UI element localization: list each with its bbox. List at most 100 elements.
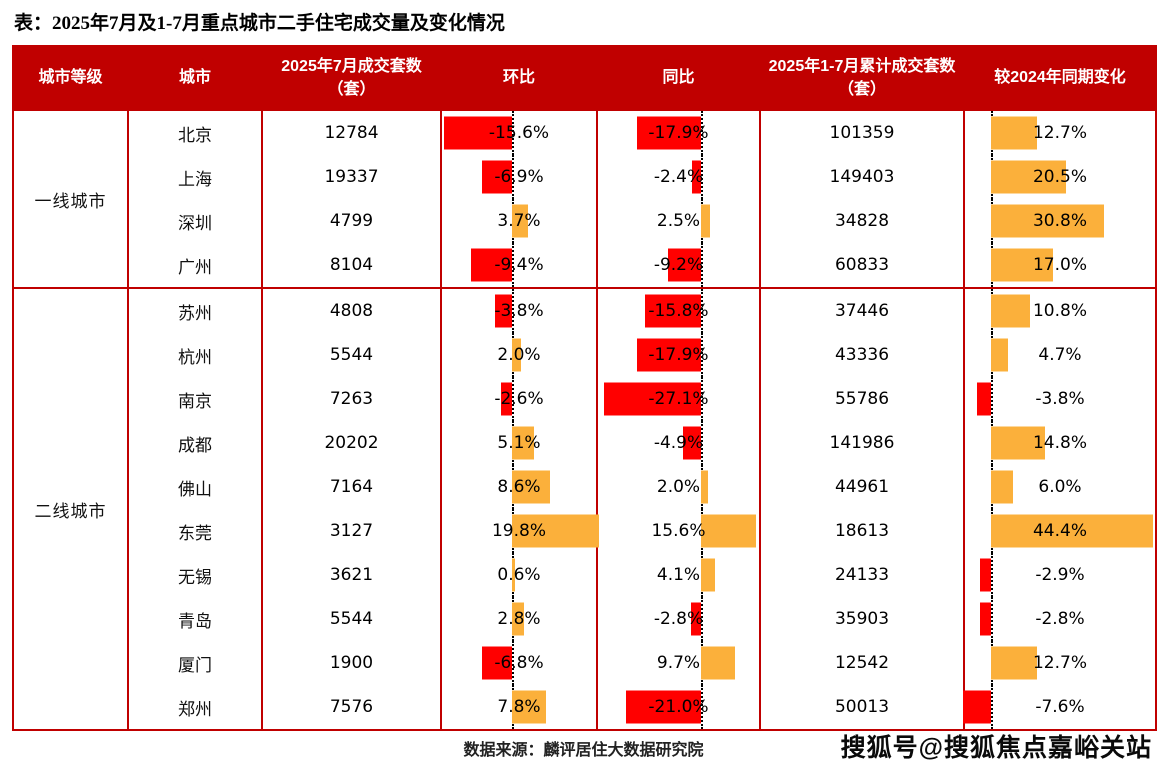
zero-axis-line bbox=[700, 111, 703, 155]
city-cell: 佛山 bbox=[127, 465, 262, 509]
cumulative-units-cell: 55786 bbox=[759, 377, 964, 421]
cumulative-units-cell: 34828 bbox=[759, 199, 964, 243]
mom-value-label: 2.0% bbox=[497, 345, 541, 365]
mom-bar bbox=[512, 558, 515, 592]
yoy-bar-cell: 15.6% bbox=[596, 509, 760, 553]
city-cell: 厦门 bbox=[127, 641, 262, 685]
mom-bar-cell: -9.4% bbox=[440, 243, 597, 288]
header-row: 城市等级 城市 2025年7月成交套数（套） 环比 同比 2025年1-7月累计… bbox=[12, 46, 1156, 111]
vs2024-bar bbox=[990, 204, 1104, 238]
table-row: 二线城市 苏州 4808 -3.8% -15.8% 37446 10.8% bbox=[12, 287, 1156, 730]
yoy-value-label: 4.1% bbox=[656, 565, 701, 585]
vs2024-value-label: 6.0% bbox=[1038, 477, 1082, 497]
cumulative-units-cell: 12542 bbox=[759, 641, 964, 685]
vs2024-value-label: -2.9% bbox=[1035, 565, 1085, 585]
july-units-cell: 20202 bbox=[261, 421, 441, 465]
vs2024-bar bbox=[990, 294, 1031, 328]
vs2024-value-label: 44.4% bbox=[1032, 521, 1087, 541]
yoy-bar-cell: 4.1% bbox=[596, 553, 760, 597]
vs2024-value-label: 14.8% bbox=[1032, 433, 1087, 453]
yoy-value-label: 9.7% bbox=[656, 653, 701, 673]
mom-value-label: 3.7% bbox=[497, 211, 541, 231]
table-row: 厦门 1900 -6.8% 9.7% 12542 12.7% bbox=[13, 641, 1156, 685]
yoy-value-label: -17.9% bbox=[648, 345, 709, 365]
yoy-value-label: -17.9% bbox=[648, 123, 709, 143]
mom-bar-cell: -6.9% bbox=[440, 155, 597, 199]
cumulative-units-cell: 141986 bbox=[759, 421, 964, 465]
yoy-bar-cell: 2.5% bbox=[596, 199, 760, 243]
july-units-cell: 1900 bbox=[261, 641, 441, 685]
table-row: 南京 7263 -2.6% -27.1% 55786 -3.8% bbox=[13, 377, 1156, 421]
vs2024-bar bbox=[990, 248, 1053, 282]
vs2024-bar-cell: 6.0% bbox=[963, 465, 1156, 509]
yoy-bar-cell: -15.8% bbox=[596, 287, 760, 333]
yoy-value-label: -15.8% bbox=[648, 301, 709, 321]
vs2024-bar bbox=[980, 558, 991, 592]
yoy-bar bbox=[625, 690, 701, 724]
yoy-value-label: 2.0% bbox=[656, 477, 701, 497]
vs2024-value-label: 4.7% bbox=[1038, 345, 1082, 365]
city-cell: 北京 bbox=[127, 109, 262, 155]
vs2024-bar bbox=[976, 382, 991, 416]
yoy-bar bbox=[692, 160, 701, 194]
vs2024-bar-cell: -7.6% bbox=[962, 685, 1156, 730]
yoy-bar bbox=[700, 470, 708, 504]
city-tier-cell: 二线城市 bbox=[12, 287, 128, 730]
mom-value-label: -15.6% bbox=[488, 123, 550, 143]
yoy-bar-cell: 2.0% bbox=[596, 465, 760, 509]
vs2024-value-label: 30.8% bbox=[1032, 211, 1087, 231]
mom-bar-cell: -2.6% bbox=[440, 377, 597, 421]
july-units-cell: 7576 bbox=[261, 685, 441, 730]
vs2024-bar-cell: 17.0% bbox=[963, 243, 1156, 288]
cumulative-units-cell: 44961 bbox=[759, 465, 964, 509]
vs2024-bar-cell: 20.5% bbox=[963, 155, 1156, 199]
yoy-bar bbox=[700, 558, 716, 592]
yoy-bar-cell: -4.9% bbox=[596, 421, 760, 465]
yoy-value-label: 15.6% bbox=[651, 521, 706, 541]
cumulative-units-cell: 60833 bbox=[759, 243, 964, 288]
vs2024-bar-cell: -3.8% bbox=[963, 377, 1156, 421]
city-cell: 青岛 bbox=[127, 597, 262, 641]
zero-axis-line bbox=[700, 421, 703, 465]
table-row: 一线城市 北京 12784 -15.6% -17.9% 101359 12.7% bbox=[12, 109, 1156, 288]
watermark: 搜狐号@搜狐焦点嘉峪关站 bbox=[840, 734, 1152, 762]
cumulative-units-cell: 18613 bbox=[759, 509, 964, 553]
yoy-bar bbox=[700, 204, 710, 238]
july-units-cell: 7164 bbox=[261, 465, 441, 509]
city-cell: 东莞 bbox=[127, 509, 262, 553]
city-cell: 杭州 bbox=[127, 333, 262, 377]
july-units-cell: 4799 bbox=[261, 199, 441, 243]
mom-bar bbox=[482, 646, 513, 680]
yoy-bar-cell: -17.9% bbox=[596, 333, 760, 377]
city-cell: 成都 bbox=[127, 421, 262, 465]
yoy-bar-cell: -21.0% bbox=[596, 685, 760, 730]
mom-bar-cell: 2.8% bbox=[440, 597, 597, 641]
cumulative-units-cell: 24133 bbox=[759, 553, 964, 597]
city-cell: 深圳 bbox=[127, 199, 262, 243]
mom-bar-cell: 2.0% bbox=[440, 333, 597, 377]
july-units-cell: 4808 bbox=[261, 287, 441, 333]
mom-bar bbox=[495, 294, 513, 328]
yoy-value-label: -9.2% bbox=[653, 255, 704, 275]
mom-value-label: 2.8% bbox=[497, 609, 541, 629]
july-units-cell: 8104 bbox=[261, 243, 441, 288]
cumulative-units-cell: 101359 bbox=[759, 109, 964, 155]
vs2024-bar-cell: 10.8% bbox=[963, 287, 1156, 333]
table-title: 表：2025年7月及1-7月重点城市二手住宅成交量及变化情况 bbox=[14, 13, 505, 34]
vs2024-bar-cell: 14.8% bbox=[963, 421, 1156, 465]
mom-bar bbox=[512, 338, 521, 372]
july-units-cell: 3127 bbox=[261, 509, 441, 553]
city-cell: 上海 bbox=[127, 155, 262, 199]
zero-axis-line bbox=[512, 111, 515, 155]
city-cell: 苏州 bbox=[127, 287, 262, 333]
mom-value-label: 19.8% bbox=[491, 521, 546, 541]
table-row: 上海 19337 -6.9% -2.4% 149403 20.5% bbox=[13, 155, 1156, 199]
vs2024-bar bbox=[990, 160, 1066, 194]
zero-axis-line bbox=[700, 597, 703, 641]
table-row: 深圳 4799 3.7% 2.5% 34828 30.8% bbox=[13, 199, 1156, 243]
yoy-bar bbox=[604, 382, 701, 416]
table-row: 成都 20202 5.1% -4.9% 141986 14.8% bbox=[13, 421, 1156, 465]
vs2024-bar-cell: 30.8% bbox=[963, 199, 1156, 243]
yoy-value-label: 2.5% bbox=[656, 211, 701, 231]
